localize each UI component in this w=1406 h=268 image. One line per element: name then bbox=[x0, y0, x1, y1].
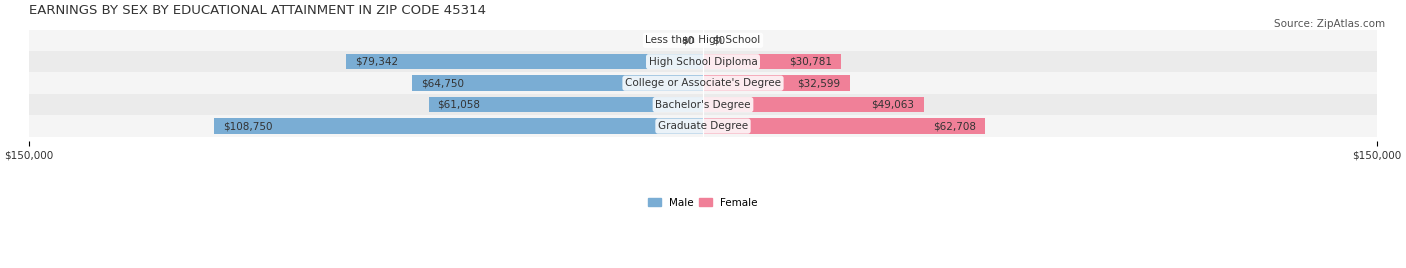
Bar bbox=[28, 115, 1378, 137]
Text: $30,781: $30,781 bbox=[789, 57, 832, 67]
Bar bbox=[703, 118, 984, 134]
Text: Graduate Degree: Graduate Degree bbox=[658, 121, 748, 131]
Bar bbox=[28, 29, 1378, 51]
Text: $32,599: $32,599 bbox=[797, 78, 841, 88]
Legend: Male, Female: Male, Female bbox=[648, 198, 758, 208]
Text: $0: $0 bbox=[711, 35, 725, 45]
Text: $79,342: $79,342 bbox=[356, 57, 398, 67]
Text: College or Associate's Degree: College or Associate's Degree bbox=[626, 78, 780, 88]
Text: $62,708: $62,708 bbox=[932, 121, 976, 131]
Text: $49,063: $49,063 bbox=[872, 100, 914, 110]
Bar bbox=[429, 97, 703, 112]
Bar bbox=[412, 76, 703, 91]
Text: EARNINGS BY SEX BY EDUCATIONAL ATTAINMENT IN ZIP CODE 45314: EARNINGS BY SEX BY EDUCATIONAL ATTAINMEN… bbox=[28, 4, 486, 17]
Bar bbox=[703, 54, 841, 69]
Text: $108,750: $108,750 bbox=[224, 121, 273, 131]
Bar bbox=[28, 94, 1378, 115]
Text: High School Diploma: High School Diploma bbox=[648, 57, 758, 67]
Text: Source: ZipAtlas.com: Source: ZipAtlas.com bbox=[1274, 19, 1385, 29]
Text: Less than High School: Less than High School bbox=[645, 35, 761, 45]
Bar bbox=[214, 118, 703, 134]
Bar bbox=[28, 51, 1378, 72]
Text: $0: $0 bbox=[681, 35, 695, 45]
Text: Bachelor's Degree: Bachelor's Degree bbox=[655, 100, 751, 110]
Bar bbox=[28, 72, 1378, 94]
Text: $61,058: $61,058 bbox=[437, 100, 481, 110]
Bar bbox=[346, 54, 703, 69]
Text: $64,750: $64,750 bbox=[420, 78, 464, 88]
Bar bbox=[703, 76, 849, 91]
Bar bbox=[703, 97, 924, 112]
